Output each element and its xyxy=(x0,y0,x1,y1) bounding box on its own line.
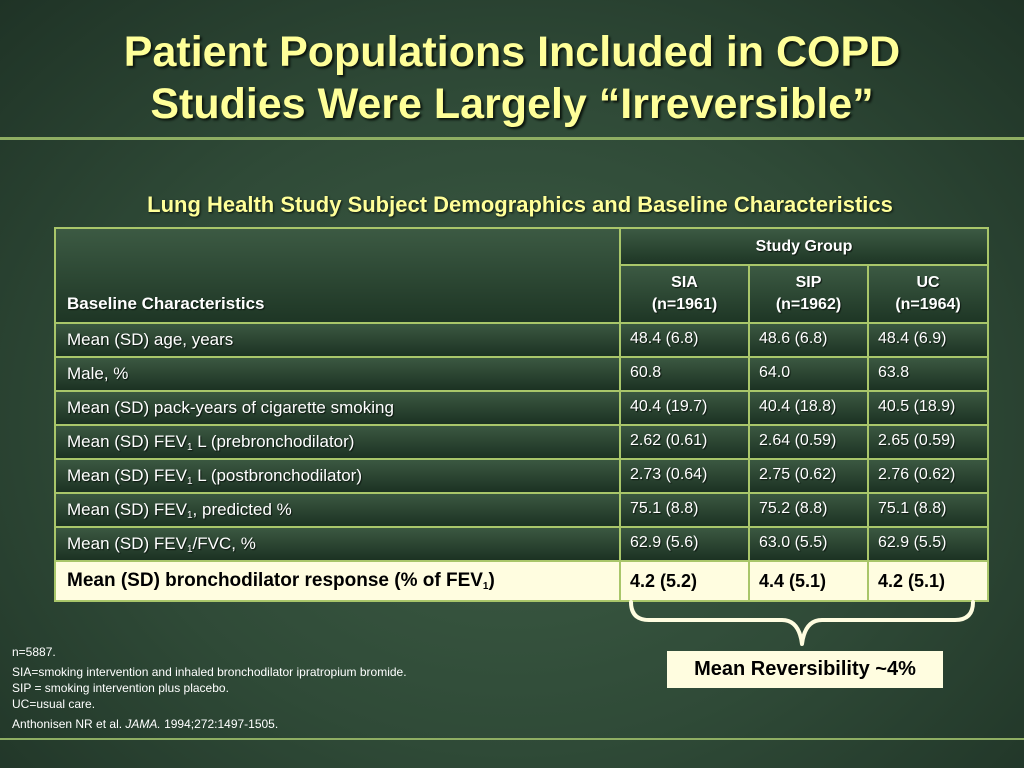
cell-uc: 75.1 (8.8) xyxy=(866,492,990,528)
title-line-1: Patient Populations Included in COPD xyxy=(123,28,901,76)
cell-sip: 48.6 (6.8) xyxy=(748,322,869,358)
table-row: Male, % 60.8 64.0 63.8 xyxy=(54,356,990,392)
arm-name: SIP xyxy=(795,274,822,291)
curly-brace-icon xyxy=(629,600,975,646)
label-text: /FVC, % xyxy=(192,534,256,553)
footnote-n: n=5887. xyxy=(12,645,56,659)
label-subscript: 1 xyxy=(186,510,193,521)
footnote-uc: UC=usual care. xyxy=(12,697,96,711)
header-baseline-characteristics: Baseline Characteristics xyxy=(54,227,621,324)
cell-uc: 2.65 (0.59) xyxy=(866,424,990,460)
arm-n: (n=1961) xyxy=(651,296,718,313)
cell-sip: 64.0 xyxy=(748,356,869,392)
row-label: Mean (SD) FEV1/FVC, % xyxy=(54,526,621,562)
cell-sia: 62.9 (5.6) xyxy=(619,526,750,562)
label-text: Mean (SD) FEV xyxy=(67,534,187,553)
cell-sia: 4.2 (5.2) xyxy=(619,560,750,602)
label-text: Mean (SD) FEV xyxy=(67,466,187,485)
arm-name: UC xyxy=(916,274,940,291)
label-subscript: 1 xyxy=(186,544,193,555)
cell-uc: 48.4 (6.9) xyxy=(866,322,990,358)
cell-uc: 4.2 (5.1) xyxy=(866,560,990,602)
footnotes: n=5887. SIA=smoking intervention and inh… xyxy=(12,644,407,732)
cell-uc: 2.76 (0.62) xyxy=(866,458,990,494)
label-subscript: 1 xyxy=(482,581,489,592)
cell-sip: 2.64 (0.59) xyxy=(748,424,869,460)
title-line-2: Studies Were Largely “Irreversible” xyxy=(150,80,874,128)
citation-authors: Anthonisen NR et al. xyxy=(12,717,126,731)
citation-journal: JAMA. xyxy=(125,717,161,731)
header-arm-sip: SIP (n=1962) xyxy=(748,264,869,324)
table-row: Mean (SD) age, years 48.4 (6.8) 48.6 (6.… xyxy=(54,322,990,358)
row-label: Mean (SD) FEV1, predicted % xyxy=(54,492,621,528)
cell-sia: 2.62 (0.61) xyxy=(619,424,750,460)
cell-sia: 40.4 (19.7) xyxy=(619,390,750,426)
label-text: , predicted % xyxy=(192,500,292,519)
row-label: Mean (SD) FEV1 L (prebronchodilator) xyxy=(54,424,621,460)
row-label: Mean (SD) pack-years of cigarette smokin… xyxy=(54,390,621,426)
label-text: Mean (SD) FEV xyxy=(67,500,187,519)
cell-sia: 48.4 (6.8) xyxy=(619,322,750,358)
table-row: Mean (SD) FEV1 L (postbronchodilator) 2.… xyxy=(54,458,990,494)
cell-uc: 63.8 xyxy=(866,356,990,392)
label-text: Mean (SD) FEV xyxy=(67,432,187,451)
label-subscript: 1 xyxy=(186,442,193,453)
header-study-group: Study Group xyxy=(618,227,990,266)
cell-uc: 62.9 (5.5) xyxy=(866,526,990,562)
label-text: L (prebronchodilator) xyxy=(192,432,355,451)
header-arm-sia: SIA (n=1961) xyxy=(619,264,750,324)
cell-sia: 2.73 (0.64) xyxy=(619,458,750,494)
cell-sip: 63.0 (5.5) xyxy=(748,526,869,562)
row-label: Mean (SD) bronchodilator response (% of … xyxy=(54,560,621,602)
header-arm-uc: UC (n=1964) xyxy=(866,264,990,324)
demographics-table: Baseline Characteristics Study Group SIA… xyxy=(54,227,990,602)
cell-sip: 75.2 (8.8) xyxy=(748,492,869,528)
arm-name: SIA xyxy=(671,274,698,291)
table-subtitle: Lung Health Study Subject Demographics a… xyxy=(147,192,893,217)
footnote-sip: SIP = smoking intervention plus placebo. xyxy=(12,681,229,695)
footnote-sia: SIA=smoking intervention and inhaled bro… xyxy=(12,665,407,679)
label-text: ) xyxy=(488,570,495,591)
table-row: Mean (SD) pack-years of cigarette smokin… xyxy=(54,390,990,426)
table-row: Mean (SD) FEV1 L (prebronchodilator) 2.6… xyxy=(54,424,990,460)
slide-title: Patient Populations Included in COPD Stu… xyxy=(0,26,1024,130)
label-subscript: 1 xyxy=(186,476,193,487)
mean-reversibility-callout: Mean Reversibility ~4% xyxy=(667,651,943,688)
cell-sia: 60.8 xyxy=(619,356,750,392)
table-row: Mean (SD) FEV1/FVC, % 62.9 (5.6) 63.0 (5… xyxy=(54,526,990,562)
arm-n: (n=1962) xyxy=(775,296,842,313)
row-label: Male, % xyxy=(54,356,621,392)
label-text: L (postbronchodilator) xyxy=(192,466,363,485)
footer-divider xyxy=(0,738,1024,740)
footnote-citation: Anthonisen NR et al. JAMA. 1994;272:1497… xyxy=(12,716,407,732)
row-label: Mean (SD) age, years xyxy=(54,322,621,358)
row-label: Mean (SD) FEV1 L (postbronchodilator) xyxy=(54,458,621,494)
cell-uc: 40.5 (18.9) xyxy=(866,390,990,426)
label-text: Mean (SD) bronchodilator response (% of … xyxy=(67,570,483,591)
cell-sip: 2.75 (0.62) xyxy=(748,458,869,494)
cell-sip: 40.4 (18.8) xyxy=(748,390,869,426)
citation-details: 1994;272:1497-1505. xyxy=(160,717,279,731)
highlight-row: Mean (SD) bronchodilator response (% of … xyxy=(54,560,990,602)
title-divider xyxy=(0,137,1024,140)
arm-n: (n=1964) xyxy=(895,296,961,313)
cell-sip: 4.4 (5.1) xyxy=(748,560,869,602)
cell-sia: 75.1 (8.8) xyxy=(619,492,750,528)
table-row: Mean (SD) FEV1, predicted % 75.1 (8.8) 7… xyxy=(54,492,990,528)
